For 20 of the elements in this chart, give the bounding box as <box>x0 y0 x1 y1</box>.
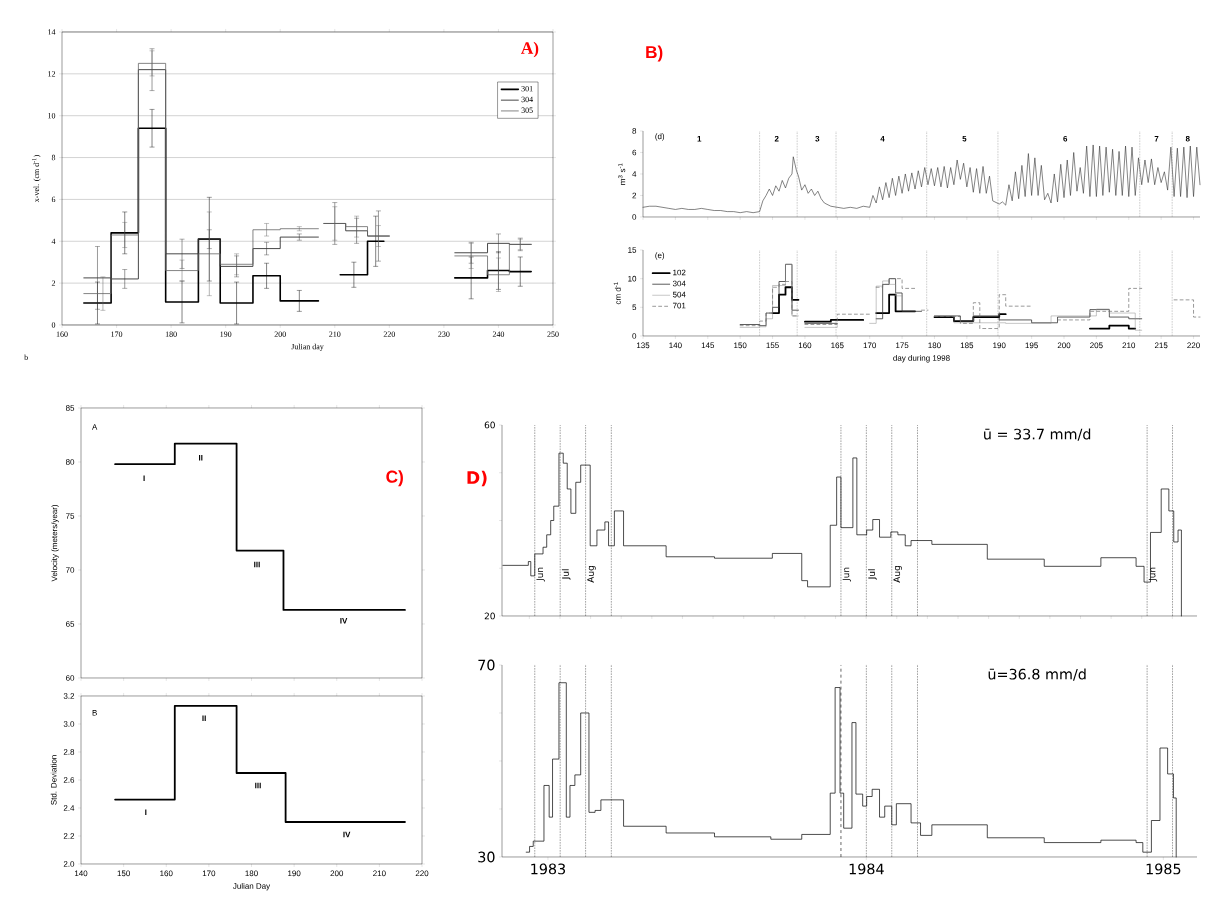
y-tick-label: 30 <box>478 851 495 863</box>
y-tick-label: 70 <box>478 659 495 671</box>
ref-line-label: Jun <box>842 567 851 582</box>
annotation: C) <box>386 470 403 487</box>
x-tick-label: 1985 <box>1146 863 1181 875</box>
y-tick-label: 60 <box>484 421 495 429</box>
ref-line-label: Aug <box>587 566 596 583</box>
x-tick-label: 1983 <box>531 863 566 875</box>
text: D) <box>467 470 487 487</box>
ref-line-label: Jul <box>561 569 571 580</box>
annotation: ū = 33.7 mm/d <box>984 428 1091 441</box>
ref-line-label: Jun <box>536 567 545 582</box>
annotation: A) <box>521 41 539 58</box>
y-tick-label: 20 <box>484 612 495 620</box>
ref-line-label: Aug <box>893 566 902 583</box>
ref-line-label: Jul <box>868 569 877 580</box>
x-tick-label: 1984 <box>849 863 884 875</box>
annotation: ū=36.8 mm/d <box>988 668 1086 681</box>
ref-line-label: Jun <box>1148 567 1158 582</box>
text: B) <box>646 45 663 62</box>
